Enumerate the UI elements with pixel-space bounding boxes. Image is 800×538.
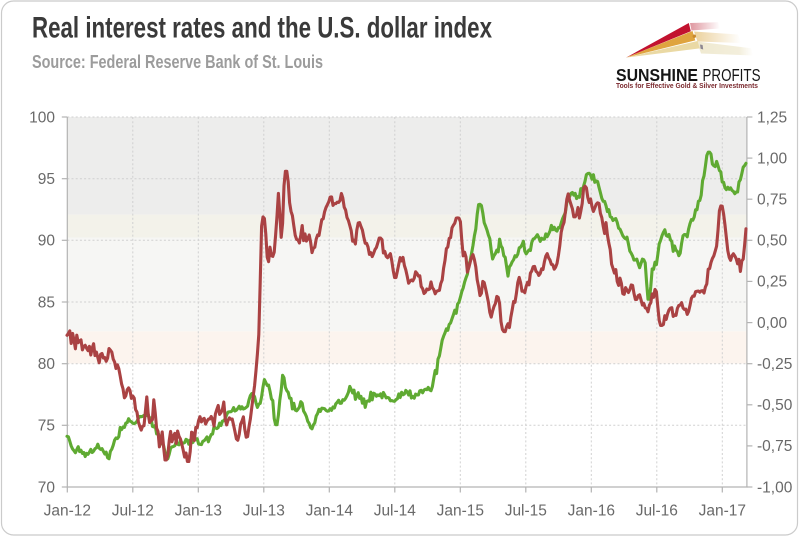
svg-text:-1,00: -1,00 [757,479,793,496]
svg-text:Jul-15: Jul-15 [505,503,547,520]
svg-text:0,25: 0,25 [757,274,787,291]
svg-text:90: 90 [38,233,56,250]
svg-text:Jul-16: Jul-16 [636,503,678,520]
svg-text:70: 70 [38,479,56,496]
svg-text:0,50: 0,50 [757,233,788,250]
svg-text:Jul-12: Jul-12 [112,503,154,520]
svg-text:0,75: 0,75 [757,192,787,209]
svg-text:-0,50: -0,50 [757,397,793,414]
svg-text:80: 80 [38,356,56,373]
svg-text:Jul-13: Jul-13 [243,503,285,520]
svg-text:Real interest rates and the U.: Real interest rates and the U.S. dollar … [32,12,492,45]
svg-text:SUNSHINE: SUNSHINE [616,65,698,85]
svg-text:Jan-12: Jan-12 [44,503,91,520]
svg-text:Jan-17: Jan-17 [699,503,746,520]
svg-text:1,00: 1,00 [757,150,788,167]
svg-text:0,00: 0,00 [757,315,788,332]
svg-text:Jul-14: Jul-14 [374,503,417,520]
svg-text:-0,25: -0,25 [757,356,792,373]
svg-text:Jan-16: Jan-16 [568,503,615,520]
svg-text:85: 85 [38,294,55,311]
svg-text:95: 95 [38,171,55,188]
svg-text:Jan-15: Jan-15 [437,503,484,520]
svg-text:100: 100 [29,109,55,126]
svg-text:1,25: 1,25 [757,109,787,126]
svg-text:Source: Federal Reserve Bank o: Source: Federal Reserve Bank of St. Loui… [32,51,323,72]
svg-text:75: 75 [38,418,55,435]
svg-text:Tools for Effective Gold & Sil: Tools for Effective Gold & Silver Invest… [616,81,758,90]
svg-text:PROFITS: PROFITS [703,65,761,85]
svg-text:Jan-14: Jan-14 [306,503,354,520]
svg-text:-0,75: -0,75 [757,438,792,455]
svg-text:Jan-13: Jan-13 [175,503,222,520]
